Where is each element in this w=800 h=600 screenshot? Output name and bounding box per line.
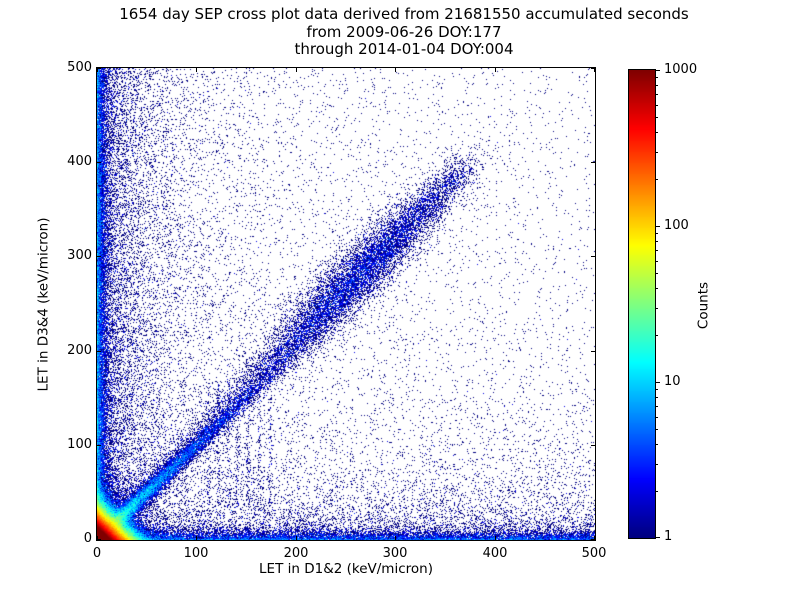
colorbar-minor-tick-mark: [656, 105, 658, 106]
x-tick-label: 200: [283, 546, 309, 561]
colorbar-minor-tick-mark: [656, 444, 658, 445]
x-tick-label: 0: [92, 546, 102, 561]
y-tick-label: 100: [67, 437, 92, 452]
title-line-2: from 2009-06-26 DOY:177: [306, 22, 502, 41]
colorbar-minor-tick-mark: [656, 288, 658, 289]
colorbar-minor-tick-mark: [656, 335, 658, 336]
x-tick-label: 500: [581, 546, 607, 561]
chart-title: 1654 day SEP cross plot data derived fro…: [0, 5, 800, 59]
x-tick-label: 300: [382, 546, 408, 561]
x-tick-label: 100: [183, 546, 209, 561]
colorbar-minor-tick-mark: [656, 241, 658, 242]
colorbar-minor-tick-mark: [656, 85, 658, 86]
colorbar-tick-label: 10: [664, 374, 681, 389]
colorbar-minor-tick-mark: [656, 397, 658, 398]
colorbar-minor-tick-mark: [656, 179, 658, 180]
title-line-1: 1654 day SEP cross plot data derived fro…: [119, 5, 689, 23]
y-tick-label: 0: [83, 531, 92, 546]
colorbar-minor-tick-mark: [656, 417, 658, 418]
colorbar-tick-mark: [656, 70, 660, 71]
colorbar-minor-tick-mark: [656, 250, 658, 251]
colorbar-minor-tick-mark: [656, 117, 658, 118]
x-tick-label: 400: [482, 546, 508, 561]
y-tick-label: 500: [67, 60, 92, 75]
colorbar-minor-tick-mark: [656, 152, 658, 153]
colorbar-tick-mark: [656, 537, 660, 538]
plot-area: [96, 67, 596, 541]
colorbar-minor-tick-mark: [656, 132, 658, 133]
colorbar-minor-tick-mark: [656, 429, 658, 430]
y-tick-label: 300: [67, 248, 92, 263]
colorbar-tick-mark: [656, 382, 660, 383]
colorbar-label: Counts: [695, 281, 712, 330]
colorbar-minor-tick-mark: [656, 233, 658, 234]
colorbar-gradient-canvas: [629, 70, 655, 538]
y-tick-label: 400: [67, 154, 92, 169]
colorbar-minor-tick-mark: [656, 261, 658, 262]
colorbar: [628, 69, 656, 539]
colorbar-tick-label: 1000: [664, 62, 698, 77]
colorbar-minor-tick-mark: [656, 406, 658, 407]
colorbar-minor-tick-mark: [656, 308, 658, 309]
colorbar-minor-tick-mark: [656, 491, 658, 492]
colorbar-tick-label: 1: [664, 529, 673, 544]
colorbar-tick-label: 100: [664, 218, 689, 233]
y-tick-label: 200: [67, 343, 92, 358]
colorbar-minor-tick-mark: [656, 77, 658, 78]
colorbar-minor-tick-mark: [656, 464, 658, 465]
colorbar-minor-tick-mark: [656, 389, 658, 390]
x-axis-label: LET in D1&2 (keV/micron): [259, 561, 433, 577]
colorbar-minor-tick-mark: [656, 273, 658, 274]
scatter-density-canvas: [97, 68, 595, 540]
colorbar-minor-tick-mark: [656, 94, 658, 95]
colorbar-tick-mark: [656, 226, 660, 227]
title-line-3: through 2014-01-04 DOY:004: [294, 40, 514, 58]
y-axis-label: LET in D3&4 (keV/micron): [35, 217, 52, 392]
